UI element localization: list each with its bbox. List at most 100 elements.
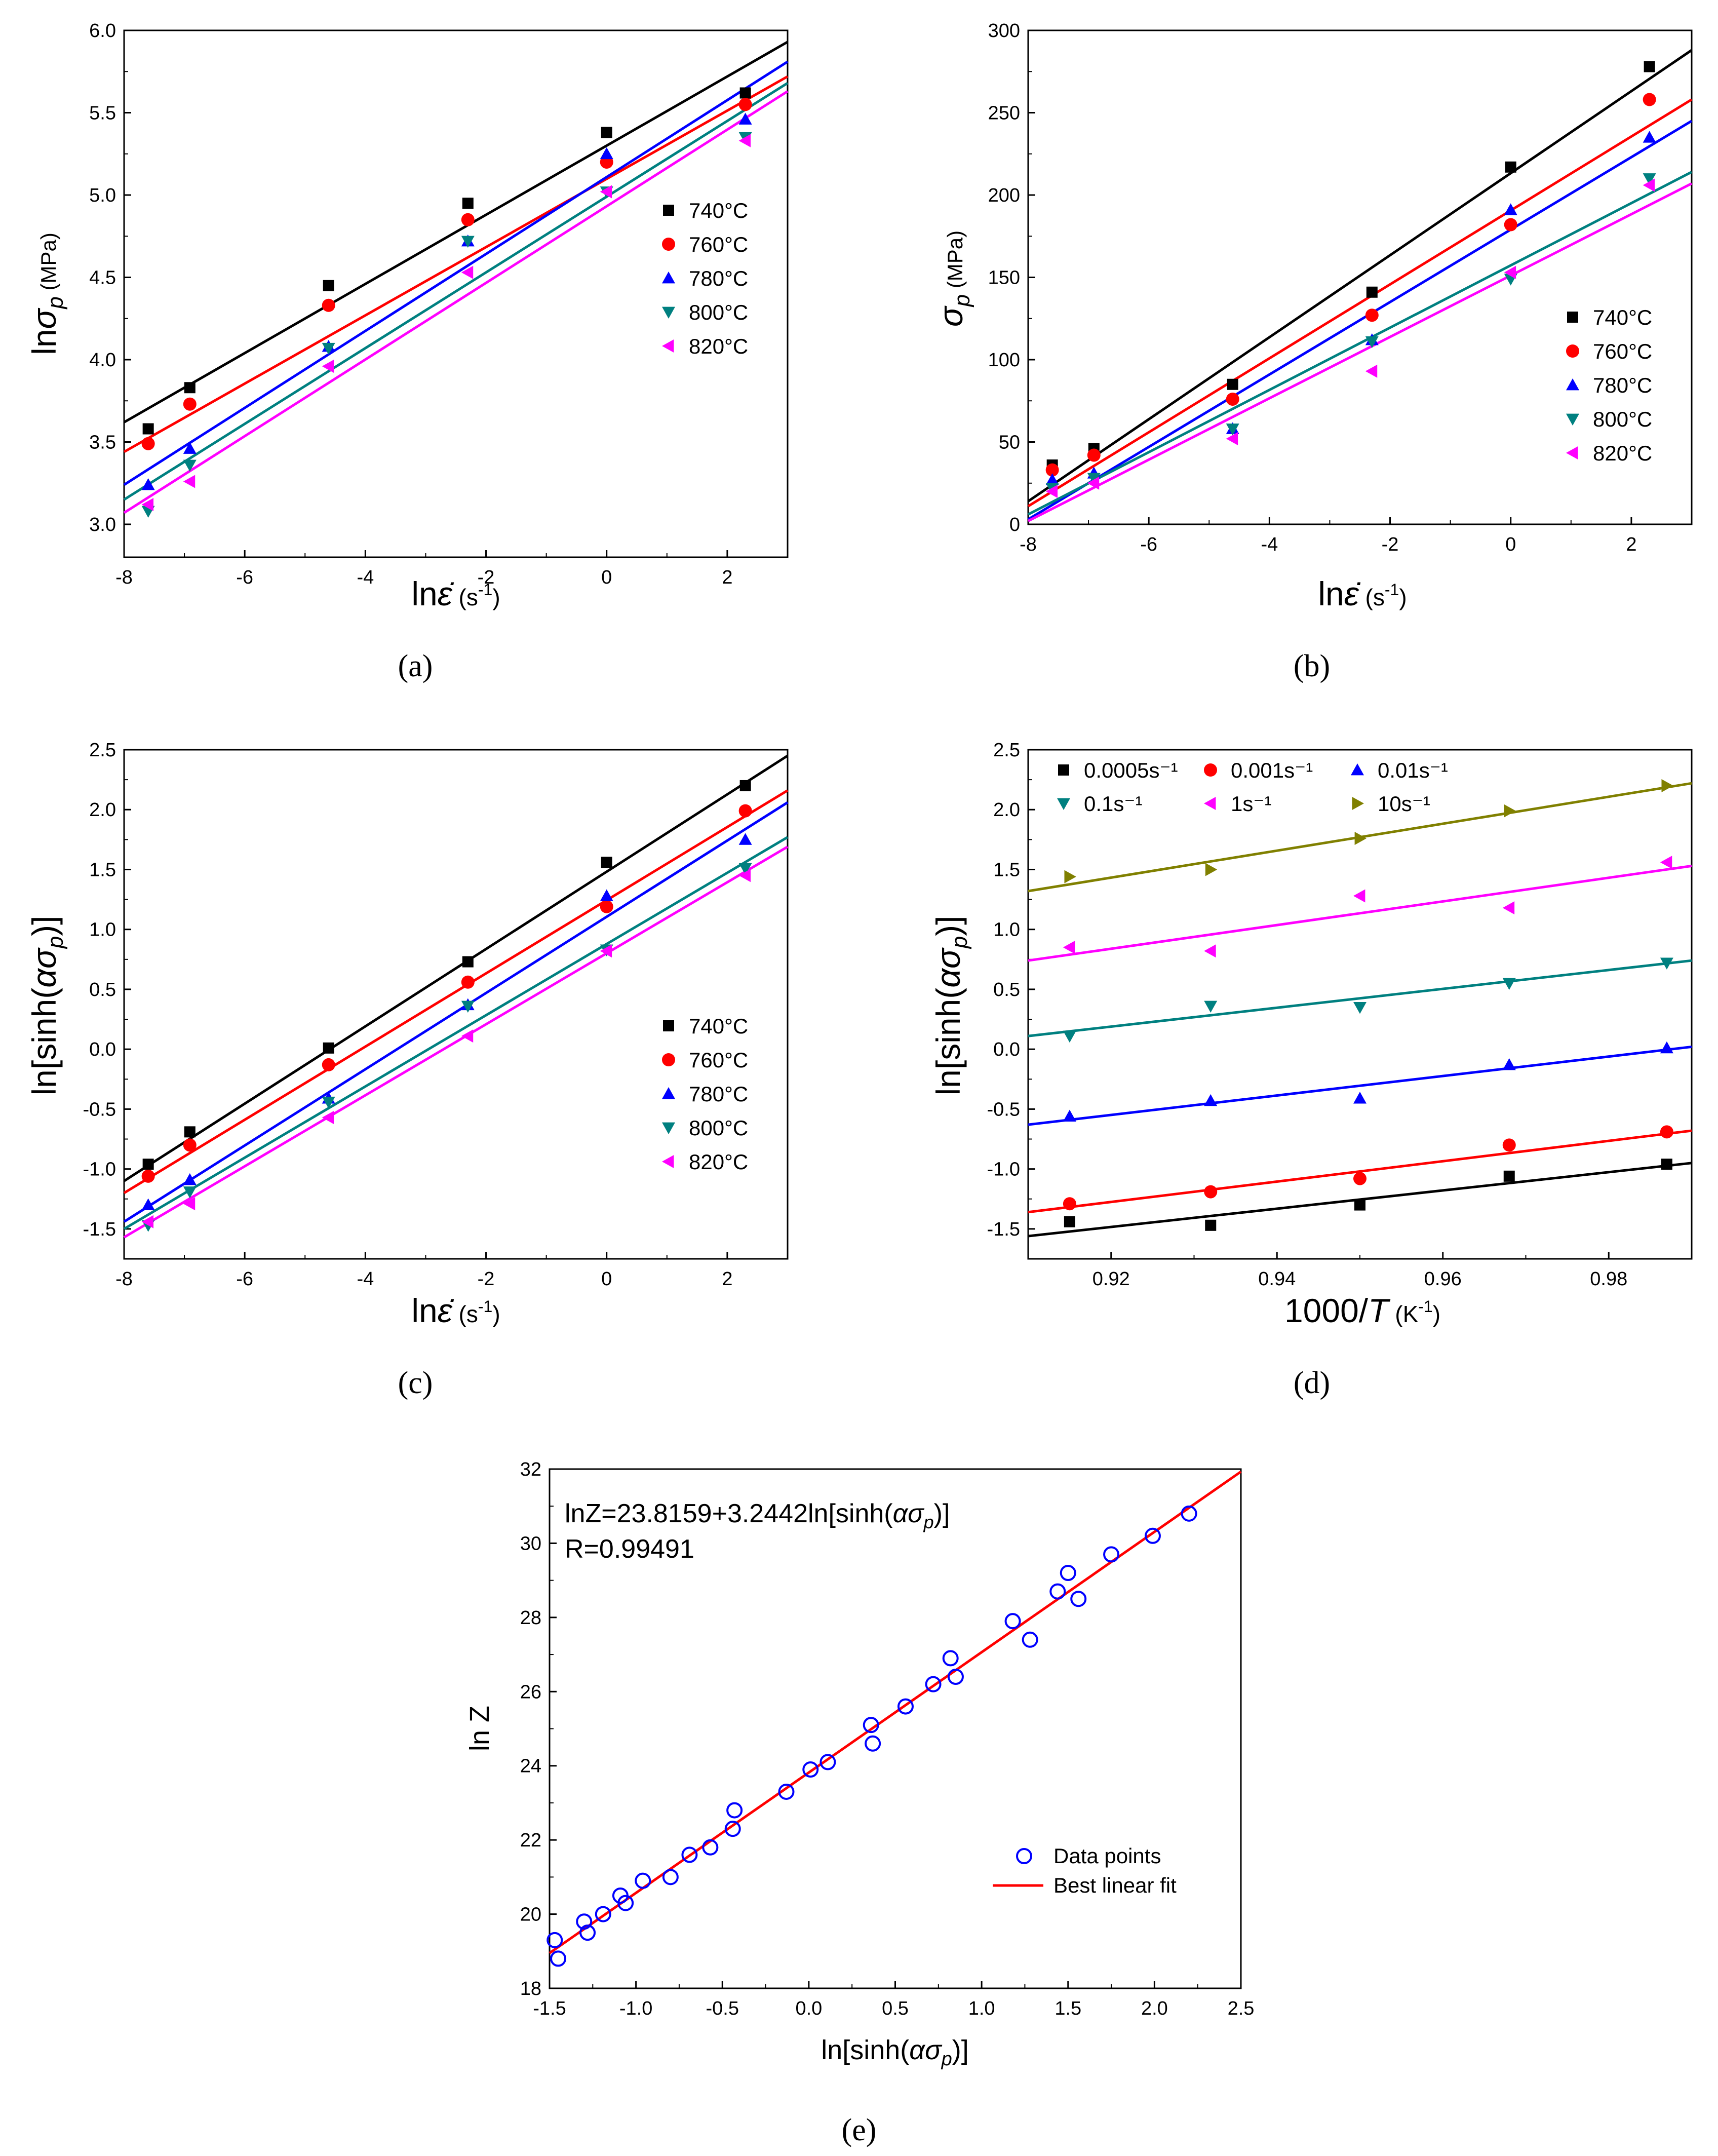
legend-marker-760-c bbox=[1566, 344, 1579, 358]
legend-marker-760-c bbox=[662, 238, 675, 251]
x-tick-label: 2 bbox=[722, 567, 732, 588]
y-tick-label: -0.5 bbox=[83, 1099, 116, 1120]
legend-label-740-c: 740°C bbox=[689, 199, 748, 222]
x-tick-label: -4 bbox=[1261, 534, 1278, 555]
point-1s bbox=[1063, 941, 1075, 954]
point-800-c bbox=[1643, 173, 1656, 185]
legend-label-760-c: 760°C bbox=[689, 233, 748, 256]
panel-b-caption: (b) bbox=[1294, 649, 1330, 683]
legend-label-0-001s: 0.001s⁻¹ bbox=[1231, 758, 1313, 782]
panel-b-y-axis-label: σp (MPa) bbox=[932, 230, 974, 327]
legend-label-0-1s: 0.1s⁻¹ bbox=[1084, 792, 1143, 816]
panel-e-legend: Data points Best linear fit bbox=[993, 1844, 1177, 1897]
point-820-c bbox=[183, 475, 196, 488]
legend-marker-1s bbox=[1204, 797, 1216, 810]
panel-b-x-axis-label: lnε̇ (s-1) bbox=[1318, 575, 1407, 612]
y-tick-label: 0.0 bbox=[89, 1039, 116, 1060]
y-tick-label: 20 bbox=[520, 1904, 541, 1926]
data-point bbox=[550, 1950, 567, 1967]
legend-label-10s: 10s⁻¹ bbox=[1378, 792, 1430, 816]
x-tick-label: 0.92 bbox=[1092, 1268, 1130, 1290]
fit-line-740-c bbox=[123, 41, 789, 423]
y-tick-label: 0 bbox=[1009, 514, 1020, 535]
point-740-c bbox=[323, 280, 334, 291]
legend-marker-780-c bbox=[662, 1087, 675, 1099]
point-0-001s bbox=[1502, 1138, 1516, 1152]
point-0-001s bbox=[1353, 1172, 1366, 1185]
y-tick-label: 1.5 bbox=[89, 859, 116, 880]
point-0-1s bbox=[1660, 957, 1673, 970]
data-point bbox=[1070, 1591, 1087, 1607]
point-1s bbox=[1660, 856, 1672, 869]
y-tick-label: 150 bbox=[988, 267, 1020, 289]
data-point bbox=[579, 1924, 596, 1941]
point-780-c bbox=[738, 112, 752, 125]
y-tick-label: -0.5 bbox=[987, 1099, 1020, 1120]
y-tick-label: 4.0 bbox=[89, 350, 116, 371]
y-tick-label: -1.0 bbox=[83, 1159, 116, 1180]
panel-d-y-axis-label: ln[sinh(ασp)] bbox=[929, 915, 972, 1095]
point-760-c bbox=[183, 1138, 197, 1152]
point-760-c bbox=[322, 1058, 335, 1071]
legend-label-best-fit: Best linear fit bbox=[1053, 1873, 1177, 1897]
panel-c-y-axis-label: ln[sinh(ασp)] bbox=[25, 915, 68, 1095]
y-tick-label: 0.5 bbox=[89, 979, 116, 1000]
fit-line-780-c bbox=[123, 801, 789, 1223]
point-820-c bbox=[1504, 265, 1516, 279]
data-point bbox=[802, 1761, 819, 1778]
panel-d-x-axis-label: 1000/T (K-1) bbox=[1284, 1292, 1440, 1329]
y-tick-label: 28 bbox=[520, 1607, 541, 1629]
point-740-c bbox=[1366, 286, 1378, 298]
point-800-c bbox=[322, 342, 335, 355]
panel-c-fit-lines bbox=[123, 754, 789, 1239]
panel-c-markers bbox=[141, 780, 752, 1232]
legend-marker-0-01s bbox=[1351, 763, 1364, 776]
point-780-c bbox=[141, 1198, 155, 1210]
panel-e-y-axis-label: ln Z bbox=[464, 1706, 495, 1751]
point-760-c bbox=[141, 1169, 155, 1183]
legend-marker-760-c bbox=[662, 1053, 675, 1066]
point-740-c bbox=[323, 1042, 334, 1054]
y-tick-label: 3.0 bbox=[89, 514, 116, 535]
fit-line-760-c bbox=[123, 789, 789, 1195]
panel-a-legend: 740°C 760°C 780°C 800°C 820°C bbox=[662, 199, 748, 358]
legend-marker-800-c bbox=[662, 1122, 675, 1134]
legend-label-0-01s: 0.01s⁻¹ bbox=[1378, 758, 1448, 782]
y-tick-label: 3.5 bbox=[89, 432, 116, 453]
point-760-c bbox=[322, 298, 335, 312]
point-0-01s bbox=[1204, 1094, 1218, 1106]
legend-label-780-c: 780°C bbox=[689, 1082, 748, 1106]
y-tick-label: -1.5 bbox=[83, 1219, 116, 1240]
point-740-c bbox=[1227, 378, 1238, 390]
x-tick-label: 0.0 bbox=[795, 1998, 822, 2019]
y-tick-label: 300 bbox=[988, 20, 1020, 42]
data-point bbox=[662, 1869, 679, 1885]
point-780-c bbox=[600, 889, 613, 901]
panel-e-x-axis-label: ln[sinh(ασp)] bbox=[821, 2035, 969, 2070]
fit-line-800-c bbox=[1027, 171, 1693, 516]
legend-label-1s: 1s⁻¹ bbox=[1231, 792, 1272, 816]
point-760-c bbox=[600, 900, 613, 913]
panel-d-markers bbox=[1063, 779, 1673, 1231]
legend-label-0-0005s: 0.0005s⁻¹ bbox=[1084, 758, 1178, 782]
panel-b-ticks: -8 -6 -4 -2 0 2 0 50 100 150 200 250 300 bbox=[988, 20, 1637, 555]
panel-e-equation-annotation: lnZ=23.8159+3.2442ln[sinh(ασp)] bbox=[565, 1499, 950, 1532]
data-point bbox=[1022, 1631, 1038, 1648]
panel-c-caption: (c) bbox=[398, 1366, 433, 1400]
point-760-c bbox=[1365, 309, 1379, 322]
panel-c-plot-frame bbox=[123, 749, 789, 1260]
point-820-c bbox=[738, 869, 751, 882]
legend-label-760-c: 760°C bbox=[689, 1048, 748, 1072]
panel-d-ticks: 0.92 0.94 0.96 0.98 -1.5 -1.0 -0.5 0.0 0.5 1.0 1.5… bbox=[987, 740, 1628, 1290]
data-point bbox=[865, 1735, 881, 1752]
y-tick-label: 2.5 bbox=[89, 740, 116, 761]
point-0-1s bbox=[1204, 1000, 1218, 1013]
legend-label-820-c: 820°C bbox=[689, 334, 748, 358]
y-tick-label: 1.0 bbox=[993, 919, 1020, 941]
y-tick-label: 5.5 bbox=[89, 103, 116, 124]
point-0-0005s bbox=[1354, 1199, 1365, 1211]
y-tick-label: 2.0 bbox=[993, 799, 1020, 821]
panel-d-chart: 0.92 0.94 0.96 0.98 -1.5 -1.0 -0.5 0.0 0.5 1.0 1.5… bbox=[929, 740, 1693, 1400]
point-820-c bbox=[600, 944, 612, 958]
